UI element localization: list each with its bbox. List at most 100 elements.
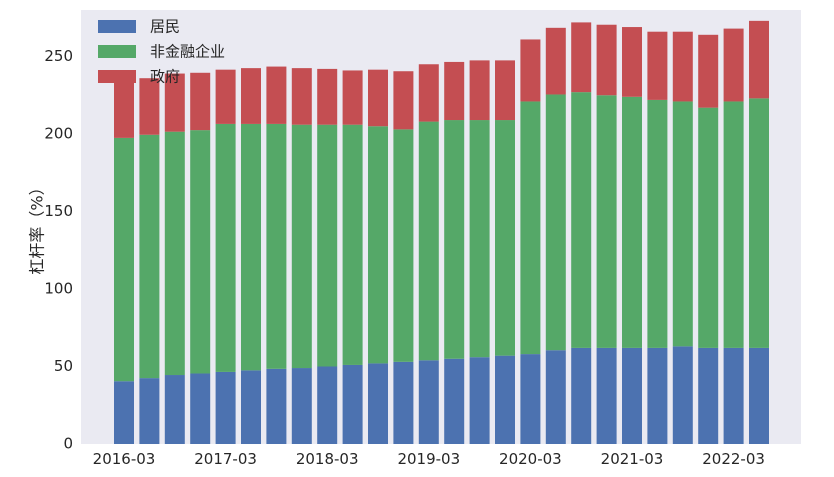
bar-segment-0-12: [418, 360, 439, 444]
bar-segment-0-6: [266, 368, 287, 444]
x-tick-label-1: 2017-03: [194, 450, 257, 468]
bars-group: [114, 20, 769, 445]
bar-segment-0-3: [190, 373, 211, 444]
bar-segment-0-11: [393, 361, 414, 444]
bar-segment-1-7: [291, 124, 312, 369]
bar-segment-1-9: [342, 124, 363, 365]
bar-segment-1-10: [368, 126, 388, 364]
bar-segment-1-2: [164, 131, 185, 376]
legend-label-2: 政府: [150, 68, 180, 86]
bar-segment-2-23: [698, 34, 719, 108]
bar-segment-0-4: [215, 371, 236, 444]
bar-segment-1-5: [241, 123, 261, 371]
bar-segment-0-8: [317, 366, 338, 444]
bar-segment-0-24: [723, 347, 744, 444]
bar-segment-0-7: [291, 368, 312, 444]
bar-segment-1-17: [545, 94, 566, 351]
y-tick-label-0: 0: [63, 435, 73, 453]
bar-segment-2-14: [469, 60, 490, 121]
bar-segment-1-22: [672, 101, 693, 347]
bar-segment-2-15: [495, 60, 515, 121]
bar-segment-1-14: [469, 120, 490, 358]
bar-segment-0-15: [495, 355, 515, 444]
bar-segment-1-12: [418, 121, 439, 361]
bar-segment-2-6: [266, 66, 287, 124]
bar-segment-1-24: [723, 101, 744, 348]
bar-segment-0-14: [469, 357, 490, 444]
bar-segment-1-6: [266, 123, 287, 369]
bar-segment-0-22: [672, 346, 693, 444]
x-tick-label-3: 2019-03: [397, 450, 460, 468]
bar-segment-0-20: [622, 347, 642, 444]
x-tick-label-0: 2016-03: [93, 450, 156, 468]
bar-segment-2-2: [164, 73, 185, 132]
bar-segment-2-22: [672, 31, 693, 102]
y-axis-label: 杠杆率（%）: [28, 179, 47, 274]
bar-segment-1-16: [520, 101, 541, 355]
bar-segment-1-1: [139, 134, 160, 379]
bar-segment-2-10: [368, 69, 388, 127]
x-tick-label-2: 2018-03: [296, 450, 359, 468]
bar-segment-0-25: [749, 347, 769, 444]
plot-background: [81, 10, 801, 444]
bar-segment-2-19: [596, 24, 617, 96]
bar-segment-2-12: [418, 64, 439, 122]
bar-segment-2-16: [520, 39, 541, 102]
bar-segment-2-3: [190, 72, 211, 131]
legend-label-1: 非金融企业: [150, 43, 225, 61]
y-tick-label-3: 150: [44, 202, 73, 220]
bar-segment-0-2: [164, 375, 185, 444]
y-tick-label-4: 200: [44, 125, 73, 143]
bar-segment-2-13: [444, 61, 465, 121]
bar-segment-0-18: [571, 347, 592, 444]
bar-segment-0-23: [698, 347, 719, 444]
bar-segment-2-7: [291, 68, 312, 125]
bar-segment-1-19: [596, 95, 617, 348]
bar-segment-0-10: [368, 363, 388, 444]
legend-label-0: 居民: [150, 18, 180, 36]
bar-segment-1-20: [622, 96, 642, 348]
x-tick-label-5: 2021-03: [601, 450, 664, 468]
bar-segment-2-8: [317, 68, 338, 125]
bar-segment-2-11: [393, 71, 414, 130]
bar-segment-0-16: [520, 354, 541, 444]
x-tick-label-4: 2020-03: [499, 450, 562, 468]
bar-segment-1-15: [495, 120, 515, 356]
x-tick-label-6: 2022-03: [702, 450, 765, 468]
bar-segment-0-13: [444, 358, 465, 444]
bar-segment-2-4: [215, 69, 236, 124]
legend-swatch-1: [98, 45, 136, 58]
bar-segment-1-23: [698, 107, 719, 348]
bar-segment-1-13: [444, 120, 465, 359]
bar-segment-0-1: [139, 378, 160, 445]
bar-segment-0-0: [114, 381, 134, 444]
bar-segment-0-5: [241, 370, 261, 445]
x-axis-ticks: 2016-03 2017-03 2018-03 2019-03 2020-03 2021-…: [93, 450, 765, 468]
bar-segment-2-1: [139, 78, 160, 135]
y-tick-label-5: 250: [44, 47, 73, 65]
bar-segment-1-3: [190, 130, 211, 374]
bar-segment-0-17: [545, 350, 566, 444]
bar-segment-2-21: [647, 31, 668, 100]
bar-segment-1-25: [749, 98, 769, 348]
bar-segment-1-18: [571, 92, 592, 348]
bar-segment-2-24: [723, 28, 744, 102]
bar-segment-1-11: [393, 129, 414, 362]
bar-segment-1-0: [114, 137, 134, 382]
bar-segment-2-25: [749, 20, 769, 99]
bar-segment-0-19: [596, 347, 617, 444]
bar-segment-2-0: [114, 82, 134, 138]
bar-segment-2-18: [571, 22, 592, 93]
bar-segment-2-20: [622, 27, 642, 97]
bar-segment-2-17: [545, 27, 566, 95]
bar-segment-1-21: [647, 99, 668, 348]
bar-segment-0-21: [647, 347, 668, 444]
legend-swatch-0: [98, 20, 136, 33]
y-axis-ticks: 0 50 100 150 200 250: [44, 47, 73, 453]
y-tick-label-2: 100: [44, 280, 73, 298]
legend-swatch-2: [98, 70, 136, 83]
bar-segment-2-9: [342, 70, 363, 125]
